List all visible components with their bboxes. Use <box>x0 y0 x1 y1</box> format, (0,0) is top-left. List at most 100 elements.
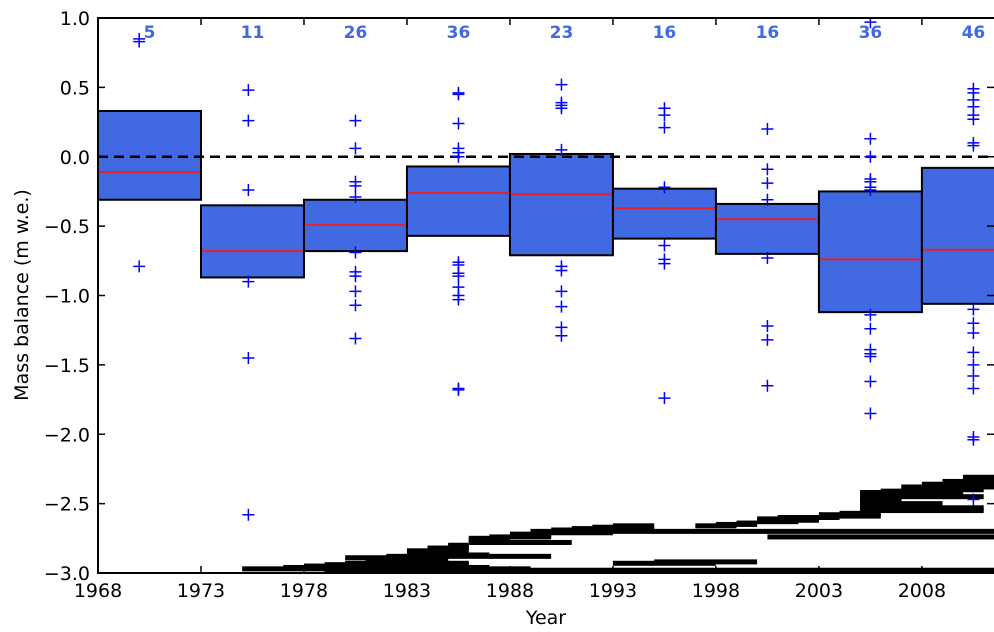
outlier-point <box>658 181 671 194</box>
y-tick-label: −2.0 <box>44 424 90 446</box>
outlier-point <box>349 299 362 312</box>
outlier-point <box>349 114 362 127</box>
y-tick-label: −2.5 <box>44 494 90 516</box>
outlier-point <box>242 114 255 127</box>
outlier-point <box>349 270 362 283</box>
outlier-point <box>967 382 980 395</box>
outlier-point <box>242 508 255 521</box>
count-label-1983: 36 <box>447 23 471 43</box>
outlier-point <box>967 346 980 359</box>
outlier-point <box>761 193 774 206</box>
x-tick-label: 1973 <box>177 580 225 602</box>
record-span-bar <box>612 560 716 566</box>
outlier-point <box>761 379 774 392</box>
sample-counts: 5 11 26 36 23 16 16 36 46 <box>144 23 986 43</box>
y-tick-label: −1.0 <box>44 286 90 308</box>
count-label-1993: 16 <box>653 23 677 43</box>
outliers <box>133 18 980 521</box>
outlier-point <box>555 78 568 91</box>
record-span-bar <box>612 523 655 529</box>
record-span-bar <box>468 539 572 545</box>
record-span-bar <box>427 545 449 551</box>
record-span-bar <box>839 510 881 516</box>
outlier-point <box>452 150 465 163</box>
outlier-point <box>658 257 671 270</box>
record-span-bar <box>736 520 758 526</box>
outlier-point <box>864 322 877 335</box>
outlier-point <box>967 113 980 126</box>
y-tick-label: −0.5 <box>44 216 90 238</box>
x-axis-label: Year <box>525 607 566 629</box>
outlier-point <box>452 270 465 283</box>
outlier-point <box>133 260 146 273</box>
count-label-1978: 26 <box>344 23 368 43</box>
y-tick-label: 0.5 <box>60 77 90 99</box>
outlier-point <box>761 320 774 333</box>
outlier-point <box>555 300 568 313</box>
box-1988 <box>508 152 614 257</box>
outlier-point <box>555 143 568 156</box>
outlier-point <box>349 190 362 203</box>
outlier-point <box>761 177 774 190</box>
outlier-point <box>133 35 146 48</box>
outlier-point <box>242 184 255 197</box>
boxes <box>98 109 994 314</box>
outlier-point <box>967 326 980 339</box>
y-tick-label: −1.5 <box>44 355 90 377</box>
outlier-point <box>864 375 877 388</box>
record-span-bar <box>345 555 407 561</box>
y-tick-label: 0.0 <box>60 147 90 169</box>
plot-area: 5 11 26 36 23 16 16 36 46 <box>98 18 994 573</box>
x-tick-label: 1983 <box>383 580 431 602</box>
outlier-point <box>658 109 671 122</box>
count-label-1988: 23 <box>550 23 574 43</box>
outlier-point <box>555 329 568 342</box>
outlier-point <box>864 150 877 163</box>
record-span-bar <box>530 528 994 534</box>
x-tick-label: 2008 <box>898 580 946 602</box>
outlier-point <box>864 350 877 363</box>
x-tick-label: 1978 <box>280 580 328 602</box>
x-tick-label: 1988 <box>486 580 534 602</box>
outlier-point <box>242 351 255 364</box>
record-span-bar <box>324 567 994 573</box>
outlier-point <box>967 493 980 506</box>
box-2008 <box>920 166 994 305</box>
y-tick-label: 1.0 <box>60 8 90 30</box>
count-label-2008: 46 <box>962 23 986 43</box>
outlier-point <box>452 293 465 306</box>
outlier-point <box>349 246 362 259</box>
x-tick-label: 2003 <box>795 580 843 602</box>
x-tick-label: 1993 <box>589 580 637 602</box>
box-1973 <box>199 204 305 279</box>
box-1983 <box>405 165 511 237</box>
outlier-point <box>967 303 980 316</box>
outlier-point <box>967 369 980 382</box>
outlier-point <box>349 179 362 192</box>
record-span-bar <box>386 558 449 564</box>
x-tick-label: 1998 <box>692 580 740 602</box>
y-axis-label: Mass balance (m w.e.) <box>11 189 33 401</box>
record-span-bar <box>448 542 469 548</box>
axes: 1968 1973 1978 1983 1988 1993 1998 2003 2008 1.0 0… <box>44 8 994 602</box>
outlier-point <box>349 142 362 155</box>
outlier-point <box>349 332 362 345</box>
outlier-point <box>452 383 465 396</box>
box-2003 <box>817 190 923 314</box>
box-1998 <box>714 202 820 255</box>
count-label-1998: 16 <box>756 23 780 43</box>
x-tick-label: 1968 <box>74 580 122 602</box>
outlier-point <box>967 139 980 152</box>
outlier-point <box>555 264 568 277</box>
outlier-point <box>761 333 774 346</box>
record-span-bar <box>880 501 943 507</box>
outlier-point <box>761 123 774 135</box>
outlier-point <box>242 84 255 97</box>
box-1968 <box>98 109 202 201</box>
outlier-point <box>242 275 255 288</box>
box-1993 <box>611 187 717 240</box>
record-span-bar <box>963 474 994 480</box>
outlier-point <box>349 285 362 298</box>
outlier-point <box>555 102 568 115</box>
